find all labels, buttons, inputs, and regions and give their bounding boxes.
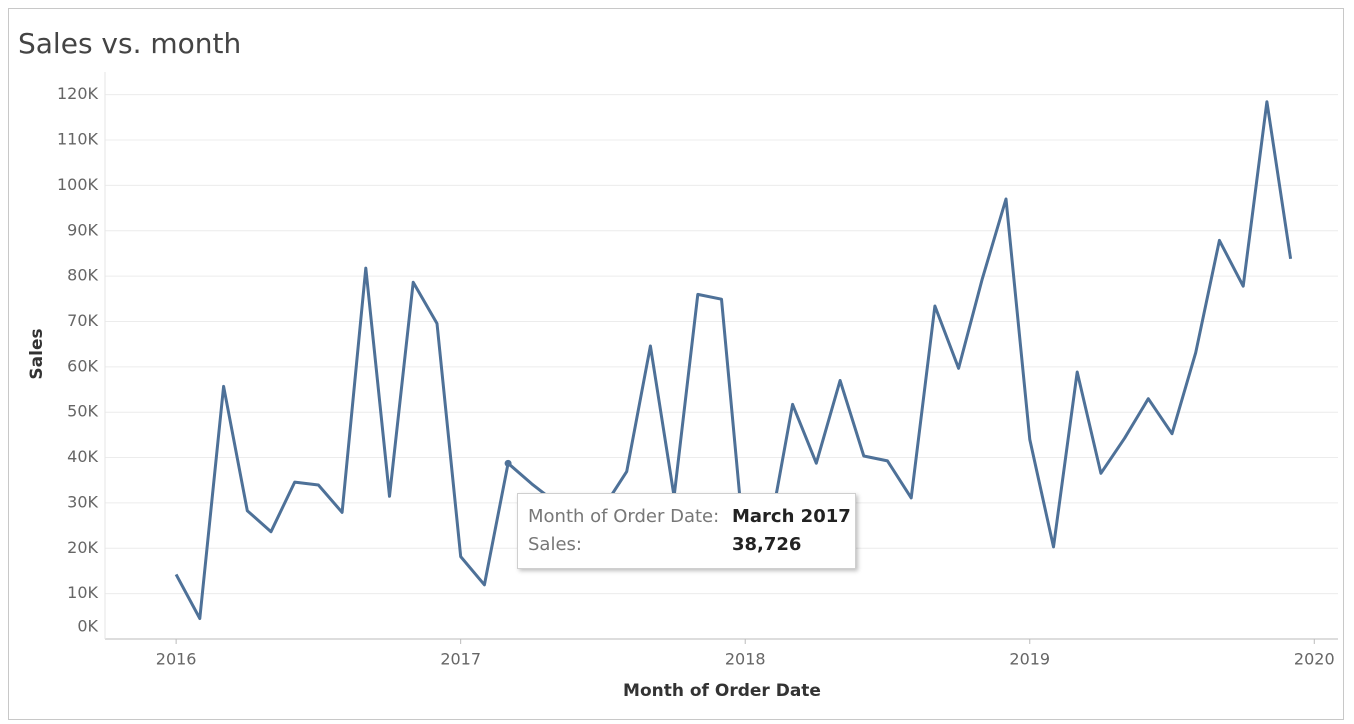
tooltip-value: March 2017	[732, 506, 851, 527]
x-tick-label: 2016	[156, 650, 197, 669]
x-axis-title: Month of Order Date	[623, 681, 821, 701]
x-tick-label: 2017	[440, 650, 481, 669]
x-tick-label: 2018	[725, 650, 766, 669]
chart-title: Sales vs. month	[18, 27, 241, 60]
y-axis-title: Sales	[27, 328, 47, 379]
y-tick-label: 120K	[57, 84, 99, 103]
y-tick-label: 30K	[67, 492, 98, 511]
y-tick-label: 80K	[67, 266, 98, 285]
y-tick-label: 10K	[67, 583, 98, 602]
y-tick-label: 40K	[67, 447, 98, 466]
y-tick-label: 100K	[57, 175, 99, 194]
y-tick-label: 90K	[67, 220, 98, 239]
frame	[8, 8, 1344, 720]
tooltip: Month of Order Date: March 2017 Sales: 3…	[517, 493, 856, 569]
y-tick-label: 0K	[77, 617, 98, 636]
y-tick-label: 110K	[57, 130, 99, 149]
y-tick-label: 20K	[67, 538, 98, 557]
highlight-point	[504, 459, 512, 467]
tooltip-key: Sales:	[528, 534, 582, 555]
x-tick-label: 2020	[1294, 650, 1335, 669]
x-tick-label: 2019	[1009, 650, 1050, 669]
y-tick-label: 70K	[67, 311, 98, 330]
tooltip-key: Month of Order Date:	[528, 506, 720, 527]
line	[174, 100, 1293, 620]
y-tick-label: 60K	[67, 356, 98, 375]
tooltip-value: 38,726	[732, 534, 802, 555]
y-tick-label: 50K	[67, 402, 98, 421]
grid	[105, 94, 1338, 640]
